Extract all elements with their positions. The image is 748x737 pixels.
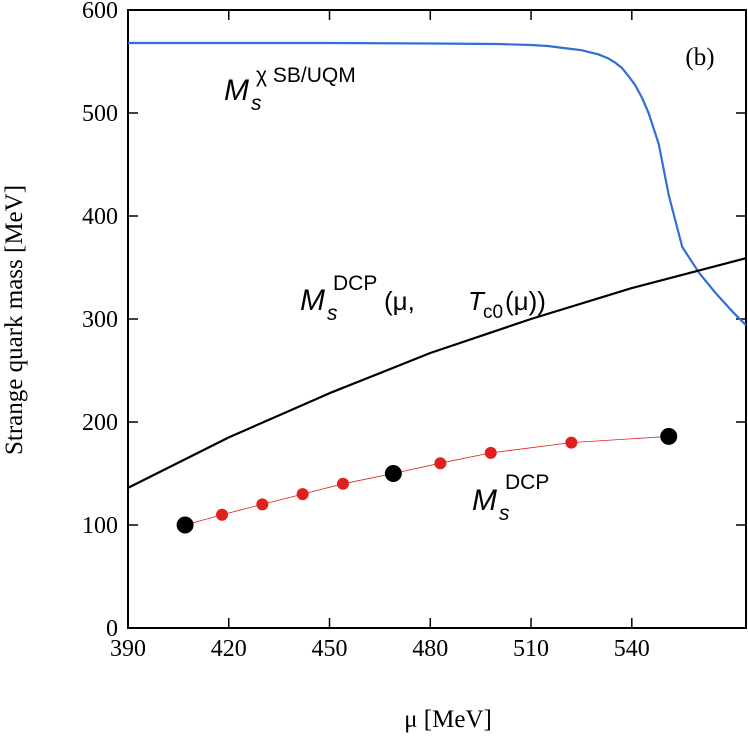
blue-label-sub: s — [251, 92, 262, 115]
panel-label: (b) — [685, 44, 714, 71]
y-tick-label: 400 — [82, 204, 118, 230]
red-label-sup: DCP — [505, 471, 549, 494]
black-label-args-open: (μ, — [384, 286, 422, 316]
y-tick-label: 500 — [82, 101, 118, 127]
black-label-sub: s — [327, 302, 338, 325]
y-tick-label: 100 — [82, 513, 118, 539]
series-layer — [127, 41, 747, 526]
red-data-point — [216, 508, 229, 521]
series-line-dcp-curve — [127, 257, 747, 489]
x-tick-label: 420 — [211, 636, 247, 662]
red-data-point — [484, 446, 497, 459]
red-label-base: M — [472, 484, 497, 517]
red-data-point — [296, 488, 309, 501]
black-curve-args: (μ, T c0 (μ)) — [384, 286, 546, 323]
x-tick-label: 540 — [614, 636, 650, 662]
blue-label-base: M — [224, 74, 249, 107]
red-data-point — [565, 436, 578, 449]
blue-curve-label: M s χ SB/UQM — [224, 64, 356, 115]
y-tick-label: 0 — [106, 616, 118, 642]
black-curve-label: M s DCP — [300, 272, 377, 325]
black-data-point — [176, 516, 194, 534]
points-layer — [176, 427, 678, 534]
x-tick-label: 450 — [312, 636, 348, 662]
black-label-sup: DCP — [333, 272, 377, 295]
x-axis-title: μ [MeV] — [404, 706, 492, 733]
axes: 390 420 450 480 510 540 0 100 200 300 400 500 600 — [82, 0, 747, 662]
plot-frame — [127, 9, 747, 629]
y-tick-label: 300 — [82, 307, 118, 333]
series-line-chiral-uqm — [128, 41, 747, 326]
blue-label-sup: χ SB/UQM — [256, 64, 356, 87]
series-line-dcp-points — [184, 436, 669, 526]
y-tick-label: 200 — [82, 410, 118, 436]
y-tick-label: 600 — [82, 0, 118, 24]
black-data-point — [660, 427, 678, 445]
y-axis-title: Strange quark mass [MeV] — [1, 185, 28, 455]
red-data-point — [256, 498, 269, 511]
x-tick-label: 390 — [110, 636, 146, 662]
x-tick-label: 480 — [412, 636, 448, 662]
red-data-point — [336, 477, 349, 490]
x-tick-label: 510 — [513, 636, 549, 662]
black-data-point — [384, 465, 402, 482]
black-label-t: T — [468, 286, 486, 316]
red-data-point — [434, 457, 447, 470]
red-curve-label: M s DCP — [472, 471, 549, 525]
black-label-base: M — [300, 284, 325, 317]
black-label-args-close: (μ)) — [505, 286, 546, 316]
red-label-sub: s — [499, 502, 510, 525]
black-label-t-sub: c0 — [483, 302, 503, 323]
